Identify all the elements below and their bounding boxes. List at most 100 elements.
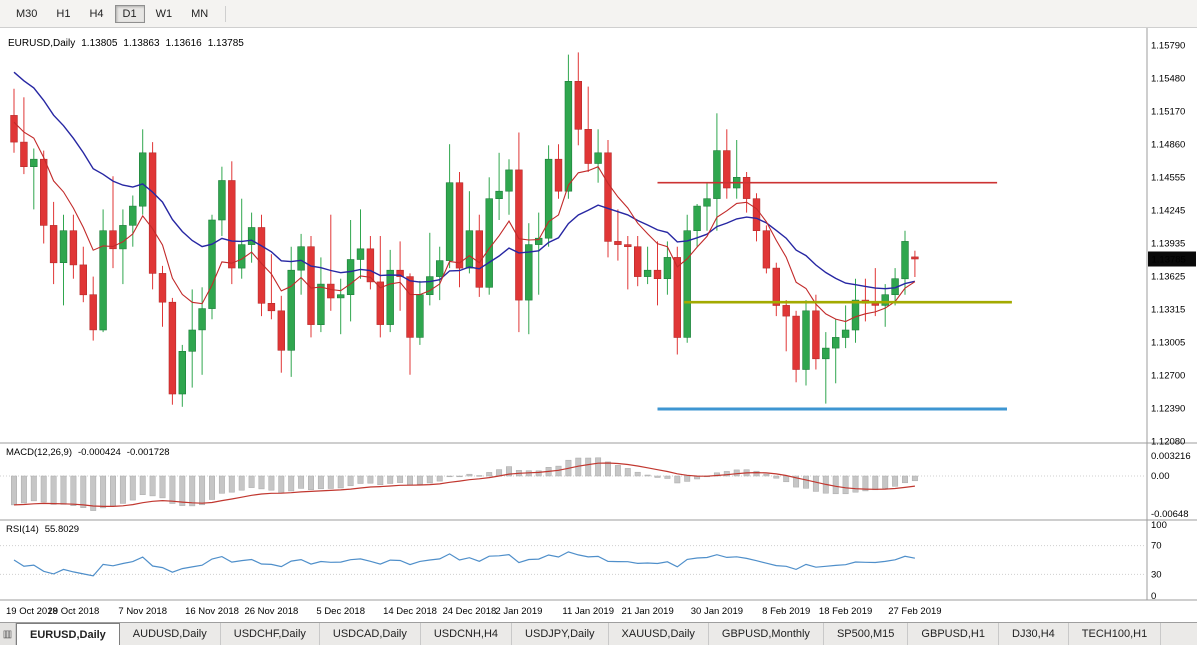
candle-body [247, 227, 256, 245]
chart-tab-usdcnh-h4[interactable]: USDCNH,H4 [421, 623, 513, 645]
price-axis-label: 1.15790 [1151, 41, 1185, 52]
ohlc-high: 1.13863 [123, 38, 160, 49]
candle-body [228, 180, 236, 269]
rsi-label: RSI(14) 55.8029 [6, 524, 79, 535]
candle-body [822, 347, 830, 360]
candle-body [129, 205, 137, 226]
macd-bar [80, 475, 87, 508]
candle-body [851, 299, 860, 331]
macd-bar [426, 475, 433, 484]
time-axis-label: 8 Feb 2019 [762, 606, 810, 617]
candle-body [386, 269, 394, 325]
macd-bar [159, 475, 166, 499]
candle-body [49, 225, 58, 264]
candle-body [782, 305, 790, 317]
price-axis-label: 1.14860 [1151, 140, 1185, 151]
price-axis-label: 1.13935 [1151, 239, 1185, 250]
chart-tab-gbpusd-monthly[interactable]: GBPUSD,Monthly [709, 623, 824, 645]
macd-bar [11, 475, 17, 506]
macd-bar [367, 475, 374, 484]
chart-tab-tech100-h1[interactable]: TECH100,H1 [1069, 623, 1162, 645]
candle-body [109, 230, 117, 250]
macd-bar [238, 475, 245, 491]
candle-body [525, 244, 533, 301]
time-axis-label: 30 Jan 2019 [691, 606, 743, 617]
candle-body [534, 237, 543, 245]
macd-bar [842, 475, 849, 495]
macd-bar [70, 475, 77, 506]
chart-tab-xauusd-daily[interactable]: XAUUSD,Daily [609, 623, 709, 645]
candle-body [742, 177, 751, 199]
chart-tabs: ▥ EURUSD,Daily AUDUSD,Daily USDCHF,Daily US… [0, 622, 1197, 645]
macd-bar [644, 474, 651, 477]
macd-bar [357, 475, 364, 484]
chart-background [0, 28, 1197, 622]
macd-bar [862, 475, 869, 492]
candle-body [752, 198, 761, 231]
time-axis-label: 19 Oct 2018 [6, 606, 58, 617]
candle-body [317, 283, 325, 326]
chart-tab-eurusd-daily[interactable]: EURUSD,Daily [16, 623, 120, 645]
macd-axis: 0.003216 0.00 -0.00648 [1151, 451, 1191, 520]
macd-bar [803, 475, 809, 489]
chart-tab-sp500-m15[interactable]: SP500,M15 [824, 623, 909, 645]
macd-bar [585, 457, 592, 477]
chart-tab-dj30-h4[interactable]: DJ30,H4 [999, 623, 1069, 645]
timeframe-button-h4[interactable]: H4 [89, 7, 104, 20]
candle-body [10, 115, 18, 143]
candle-body [653, 269, 662, 279]
candle-body [267, 302, 276, 312]
tab-list-icon[interactable]: ▥ [0, 623, 16, 645]
chart-title: EURUSD,Daily 1.13805 1.13863 1.13616 1.1… [8, 38, 244, 49]
timeframe-button-w1[interactable]: W1 [155, 7, 173, 20]
candle-body [39, 158, 48, 226]
candle-body [703, 198, 711, 207]
time-axis-label: 27 Feb 2019 [888, 606, 941, 617]
macd-bar [674, 475, 681, 484]
candle-body [693, 205, 701, 232]
macd-axis-label: 0.00 [1151, 471, 1170, 482]
price-axis[interactable]: 1.15790 1.15480 1.15170 1.14860 1.14555 1.142… [1151, 41, 1185, 448]
macd-bar [387, 475, 394, 484]
macd-bar [753, 470, 760, 477]
chart-tab-usdcad-daily[interactable]: USDCAD,Daily [320, 623, 421, 645]
macd-bar [248, 475, 255, 488]
timeframe-button-d1[interactable]: D1 [114, 4, 145, 23]
macd-bar [30, 475, 37, 502]
macd-bar [327, 475, 334, 489]
macd-axis-label: -0.00648 [1151, 509, 1189, 520]
candle-body [465, 230, 474, 269]
candle-body [119, 225, 127, 250]
price-axis-label: 1.14245 [1151, 205, 1185, 216]
candle-body [416, 294, 424, 338]
macd-bar [654, 475, 661, 478]
candle-body [564, 80, 573, 192]
macd-bar [436, 475, 443, 482]
rsi-name: RSI(14) [6, 524, 39, 535]
macd-bar [20, 475, 27, 504]
rsi-axis-label: 30 [1151, 569, 1162, 580]
macd-bar [397, 475, 404, 483]
macd-bar [209, 475, 215, 500]
macd-bar [416, 475, 423, 485]
price-axis-label: 1.12390 [1151, 403, 1185, 414]
chart-canvas[interactable]: 1.15790 1.15480 1.15170 1.14860 1.14555 1.142… [0, 28, 1197, 622]
price-axis-label: 1.13005 [1151, 338, 1185, 349]
candle-body [723, 150, 731, 189]
macd-bar [139, 475, 146, 495]
candle-body [455, 182, 464, 269]
timeframe-button-h1[interactable]: H1 [56, 7, 71, 20]
chart-tab-usdchf-daily[interactable]: USDCHF,Daily [221, 623, 320, 645]
price-axis-label: 1.12700 [1151, 370, 1185, 381]
chart-tab-gbpusd-h1[interactable]: GBPUSD,H1 [908, 623, 999, 645]
timeframe-button-mn[interactable]: MN [191, 7, 209, 20]
chart-tab-usdjpy-daily[interactable]: USDJPY,Daily [512, 623, 609, 645]
macd-bar [308, 475, 314, 490]
macd-bar [100, 475, 107, 509]
timeframe-button-m30[interactable]: M30 [16, 7, 38, 20]
macd-bar [684, 475, 691, 482]
candle-body [663, 257, 672, 279]
time-axis-label: 5 Dec 2018 [316, 606, 365, 617]
chart-tab-audusd-daily[interactable]: AUDUSD,Daily [120, 623, 221, 645]
